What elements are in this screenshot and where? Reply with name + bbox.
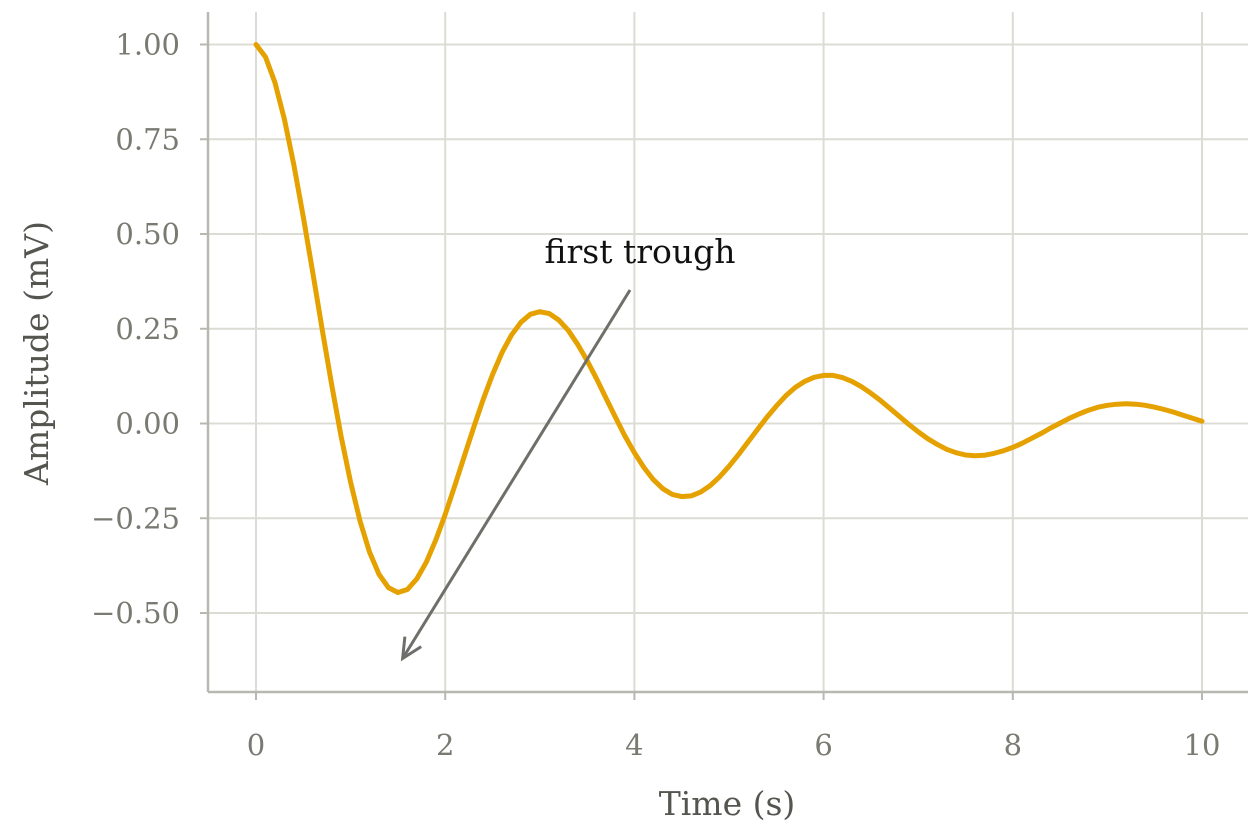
tick-labels: 0 2 4 6 8 10 1.00 0.75 0.50 0.25 0.00 −0.25 −0.50 — [91, 28, 1220, 763]
x-tick-label: 4 — [625, 728, 643, 762]
x-axis-label: Time (s) — [659, 784, 796, 823]
grid — [208, 12, 1248, 692]
y-tick-label: 0.50 — [115, 217, 180, 251]
annotation-layer: first trough — [400, 232, 736, 662]
series-layer — [253, 42, 1205, 595]
y-tick-label: −0.25 — [91, 501, 180, 535]
y-tick-label: 0.75 — [115, 122, 180, 156]
axes — [200, 12, 1248, 700]
y-axis-label: Amplitude (mV) — [17, 221, 56, 486]
x-tick-label: 10 — [1184, 728, 1221, 762]
y-tick-label: 0.00 — [115, 407, 180, 441]
x-tick-label: 2 — [436, 728, 454, 762]
annotation-arrow — [401, 289, 632, 660]
annotation-label: first trough — [545, 232, 736, 271]
series-line — [253, 42, 1205, 595]
annotation-arrowhead — [400, 636, 422, 662]
y-tick-label: 1.00 — [115, 28, 180, 62]
y-tick-label: −0.50 — [91, 596, 180, 630]
x-tick-label: 8 — [1004, 728, 1022, 762]
x-tick-label: 0 — [247, 728, 265, 762]
y-tick-label: 0.25 — [115, 312, 180, 346]
x-tick-label: 6 — [814, 728, 832, 762]
